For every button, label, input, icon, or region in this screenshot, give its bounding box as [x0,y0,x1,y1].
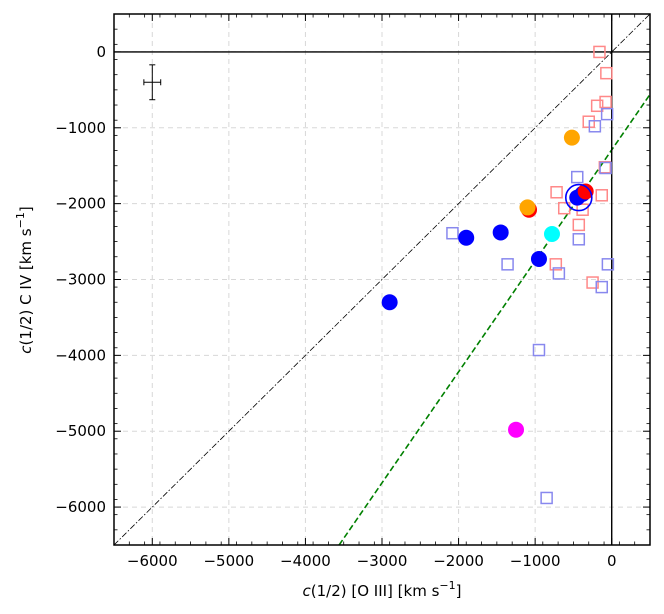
y-axis-label-sup: −1 [14,212,27,228]
point-square-light-blue-open [446,226,459,240]
point-square-light-blue-open [572,233,586,246]
point-square-light-blue-open [595,280,609,294]
point-circle-blue-filled [458,229,475,246]
y-axis-label-end: ] [17,206,35,212]
y-tick-label: −3000 [55,271,106,289]
y-tick-label: −4000 [55,346,106,364]
point-square-light-red-open [599,95,612,109]
point-square-light-red-open [593,45,606,59]
point-circle-blue-filled [530,251,547,268]
x-tick-label: −1000 [510,552,561,570]
axis-ticks: −6000 −5000 −4000 −3000 −2000 −1000 0 −6000 −500… [55,13,651,570]
point-circle-blue-filled [492,224,509,241]
point-circle-magenta-filled [508,421,524,438]
point-square-light-red-open [586,276,599,289]
y-axis-label: c(1/2) C IV [km s−1] [14,206,35,353]
point-square-light-blue-open [552,267,566,280]
point-square-light-red-open [557,201,571,215]
point-circle-orange-filled [519,199,536,216]
x-tick-label: −6000 [127,552,178,570]
point-ring-highlighted [564,183,593,212]
point-square-light-blue-open [540,491,553,505]
x-tick-label: −5000 [203,552,254,570]
y-tick-label: −1000 [55,119,106,137]
error-bar [143,64,162,101]
x-axis-label-main: (1/2) [O III] [km s [311,582,440,600]
point-square-light-red-open [549,258,563,271]
point-circle-cyan-filled [543,225,560,242]
y-tick-label: −2000 [55,195,106,213]
x-tick-label: −4000 [280,552,331,570]
point-square-light-red-open [600,66,613,80]
point-square-light-blue-open [588,120,602,133]
point-square-light-blue-open [501,258,514,271]
x-axis-label: c(1/2) [O III] [km s−1] [303,579,462,600]
y-axis-label-italic: c [17,345,35,354]
point-square-light-red-open [572,218,586,232]
reference-line-fit [338,93,650,545]
x-axis-label-end: ] [456,582,462,600]
point-circle-orange-filled [563,129,580,146]
y-axis-label-main: (1/2) C IV [km s [17,228,35,345]
y-tick-label: −6000 [55,498,106,516]
point-square-light-red-open [550,186,563,199]
point-square-light-blue-open [600,107,614,121]
data-points [381,45,615,505]
y-tick-label: 0 [96,43,106,61]
point-square-light-red-open [590,99,604,113]
point-circle-blue-filled [381,294,398,311]
point-circle-red-filled [577,183,594,200]
x-tick-label: 0 [607,552,617,570]
x-axis-label-sup: −1 [439,579,455,592]
point-square-light-blue-open [601,258,615,271]
point-square-light-red-open [595,189,609,202]
point-square-light-blue-open [532,343,546,357]
x-axis-label-italic: c [303,582,312,600]
y-tick-label: −5000 [55,422,106,440]
point-square-light-red-open [598,160,612,174]
x-tick-label: −3000 [357,552,408,570]
x-tick-label: −2000 [433,552,484,570]
point-square-light-blue-open [599,161,612,175]
point-square-light-blue-open [571,170,584,184]
reference-line-one-to-one [114,14,650,545]
